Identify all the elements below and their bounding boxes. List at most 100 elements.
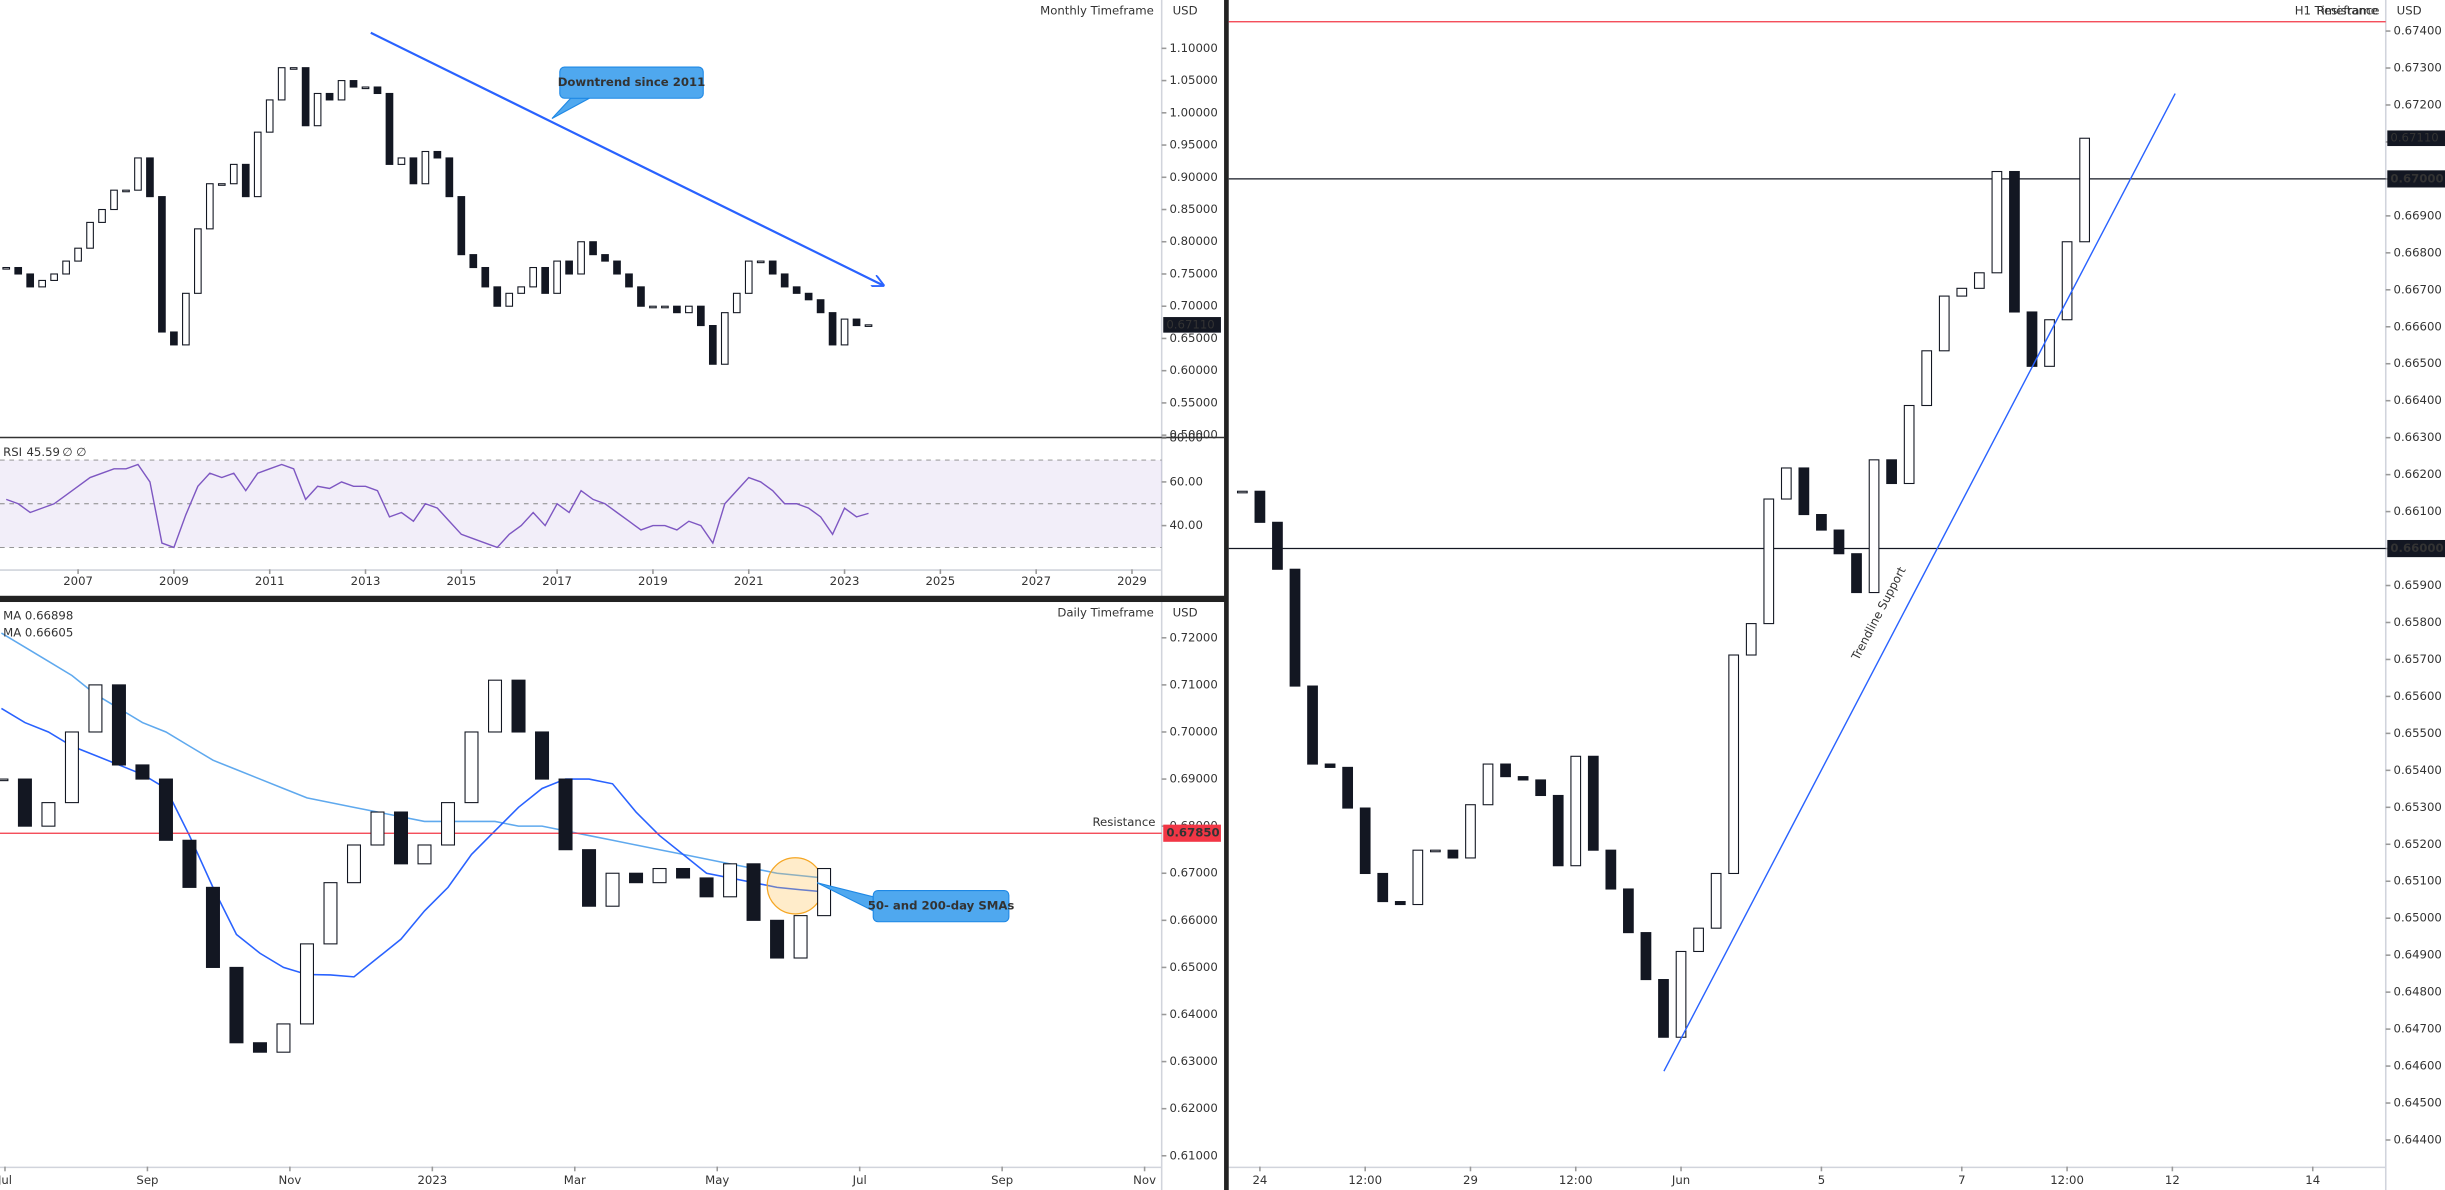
x-tick-label: 2009 — [159, 574, 189, 588]
candle — [289, 67, 298, 70]
candle — [361, 86, 370, 90]
callout-box — [872, 890, 1010, 923]
x-tick-label: 29 — [1463, 1173, 1478, 1187]
candle — [265, 99, 274, 133]
candle — [625, 273, 633, 288]
rsi-markers: ∅ ∅ — [62, 445, 86, 459]
candle — [637, 286, 645, 307]
y-tick-label: 1.05000 — [1169, 73, 1217, 87]
y-tick-label: 0.55000 — [1169, 395, 1217, 409]
x-tick-label: Jul — [852, 1173, 867, 1187]
candle — [493, 286, 502, 307]
candle — [804, 292, 813, 301]
candle — [1763, 498, 1775, 625]
x-tick-label: 12:00 — [1348, 1173, 1382, 1187]
candle — [1780, 467, 1792, 500]
candle — [2009, 170, 2020, 313]
candle — [86, 221, 94, 249]
candle — [158, 778, 173, 841]
candle — [88, 684, 103, 733]
y-tick-label: 0.65300 — [2394, 800, 2442, 814]
level-price-label: 0.67000 — [2390, 171, 2443, 185]
candle — [1342, 766, 1354, 809]
y-tick-label: 0.50000 — [1169, 428, 1217, 442]
y-tick-label: 0.80000 — [1169, 234, 1217, 248]
candle — [64, 731, 79, 804]
candle — [1868, 459, 1880, 594]
candle — [577, 241, 585, 275]
x-tick-label: 12 — [2165, 1173, 2180, 1187]
candle — [74, 247, 82, 262]
candle — [649, 305, 657, 309]
candle — [445, 157, 454, 198]
candle — [1956, 287, 1968, 297]
candle — [1938, 295, 1950, 352]
candle — [697, 305, 705, 327]
legend-name: MA — [3, 609, 21, 623]
candle — [349, 80, 358, 88]
plot-layer: 0.50000 0.55000 0.60000 0.65000 0.70000 0.750… — [0, 3, 2445, 1187]
candle — [780, 273, 789, 288]
candle — [110, 189, 118, 211]
y-tick-label: 0.65600 — [2394, 689, 2442, 703]
legend-name: MA — [3, 626, 21, 640]
candle — [229, 966, 244, 1044]
y-tick-label: 0.64500 — [2394, 1096, 2442, 1110]
y-tick-label: 0.64700 — [2394, 1022, 2442, 1036]
price-label: 0.67110 — [1166, 317, 1214, 331]
legend-value: 0.66605 — [25, 626, 73, 640]
x-tick-label: Jul — [0, 1173, 12, 1187]
candle — [1552, 794, 1564, 867]
callout-box — [559, 66, 704, 99]
y-tick-label: 0.65800 — [2394, 615, 2442, 629]
candle — [299, 943, 314, 1025]
candle — [1482, 763, 1494, 806]
y-tick-label: 0.64400 — [2394, 1132, 2442, 1146]
candle — [816, 299, 825, 314]
rsi-value: 45.59 — [27, 445, 60, 459]
candle — [14, 266, 23, 275]
x-tick-label: 5 — [1818, 1173, 1825, 1187]
x-tick-label: 2019 — [638, 574, 668, 588]
candle — [1886, 459, 1897, 485]
candle — [699, 877, 714, 898]
y-tick-label: 0.85000 — [1169, 202, 1217, 216]
candle — [601, 254, 609, 262]
candle — [62, 260, 70, 275]
candle — [464, 731, 479, 804]
candle — [661, 305, 669, 309]
y-tick-label: 0.65000 — [1169, 331, 1217, 345]
candle — [553, 260, 561, 294]
y-tick-label: 0.66500 — [2394, 356, 2442, 370]
y-tick-label: 0.66300 — [2394, 430, 2442, 444]
candle — [1921, 350, 1933, 407]
panel-divider — [1224, 0, 1229, 1190]
y-tick-label: 0.66800 — [2394, 245, 2442, 259]
x-tick-label: 12:00 — [1559, 1173, 1593, 1187]
candle — [756, 260, 765, 264]
candle — [1272, 521, 1283, 570]
legend-value: 0.66898 — [25, 609, 73, 623]
x-tick-label: Sep — [991, 1173, 1013, 1187]
highlight-circle — [766, 857, 824, 915]
candle — [817, 867, 832, 917]
candle — [1465, 804, 1476, 859]
x-tick-label: 2029 — [1117, 574, 1147, 588]
y-tick-label: 0.75000 — [1169, 266, 1217, 280]
candle — [0, 778, 9, 782]
y-tick-label: 80.00 — [1169, 431, 1202, 445]
y-tick-label: 1.10000 — [1169, 41, 1217, 55]
candle — [194, 228, 202, 294]
candle — [1394, 901, 1406, 906]
candle — [1833, 529, 1845, 555]
candle — [652, 867, 667, 884]
candle — [277, 67, 286, 101]
candle — [1430, 849, 1441, 853]
candle — [732, 292, 741, 314]
candle — [158, 196, 166, 333]
candle — [241, 163, 250, 198]
candle — [1605, 849, 1617, 890]
x-tick-label: 2007 — [63, 574, 93, 588]
candle — [26, 273, 35, 288]
currency-label: USD — [2397, 3, 2422, 17]
